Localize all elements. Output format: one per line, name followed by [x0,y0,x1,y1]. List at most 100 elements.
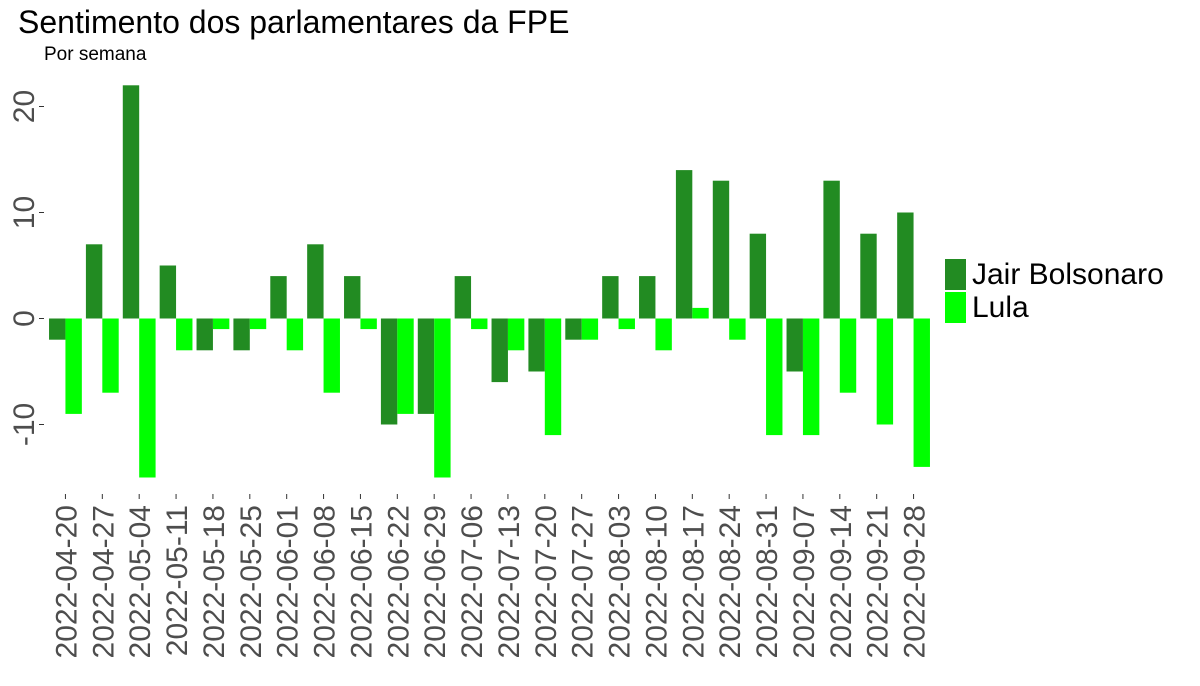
series-2 [65,307,930,478]
bar [270,276,287,319]
legend-item-series-1: Jair Bolsonaro [945,258,1164,291]
x-tick-label: 2022-08-31 [751,505,784,658]
x-tick-18: 2022-08-24 [714,494,747,658]
y-tick-label: 10 [8,196,41,229]
bar [729,318,746,340]
x-axis: 2022-04-20 2022-04-27 2022-05-04 2022-05-11… [50,494,932,658]
bar [897,212,914,319]
y-tick-label: -10 [8,403,41,446]
x-tick-4: 2022-05-18 [198,494,231,658]
bar [344,276,361,319]
x-tick-label: 2022-05-04 [124,505,157,658]
bar [675,170,693,319]
x-tick-label: 2022-06-22 [382,505,415,658]
x-tick-1: 2022-04-27 [87,494,120,658]
bar [639,276,656,319]
bar [471,318,488,330]
bar [434,318,451,478]
bar [655,318,672,351]
x-tick-label: 2022-06-01 [272,505,305,658]
x-tick-label: 2022-07-20 [530,505,563,658]
x-tick-14: 2022-07-27 [567,494,600,658]
bar [692,307,709,319]
x-tick-15: 2022-08-03 [604,494,637,658]
legend-label-series-1: Jair Bolsonaro [972,257,1164,291]
x-tick-10: 2022-06-29 [419,494,452,658]
x-tick-label: 2022-08-03 [604,505,637,658]
y-axis: -10 0 10 20 [8,90,44,446]
y-tick-3: 20 [8,90,44,123]
y-tick-1: 0 [8,310,44,327]
bars [49,85,930,478]
x-tick-7: 2022-06-08 [309,494,342,658]
x-tick-23: 2022-09-28 [899,494,932,658]
x-tick-20: 2022-09-07 [788,494,821,658]
legend-item-series-2: Lula [945,291,1164,324]
bar [176,318,193,351]
x-tick-6: 2022-06-01 [272,494,305,658]
bar [581,318,599,340]
x-tick-label: 2022-06-29 [419,505,452,658]
bar [507,318,525,351]
bar [249,318,267,330]
x-tick-9: 2022-06-22 [382,494,415,658]
x-tick-label: 2022-09-07 [788,505,821,658]
bar [491,318,508,383]
x-tick-5: 2022-05-25 [235,494,268,658]
bar [122,85,140,319]
bar [65,318,82,414]
x-tick-label: 2022-04-27 [87,505,120,658]
legend: Jair Bolsonaro Lula [945,258,1164,324]
x-tick-label: 2022-08-17 [677,505,710,658]
x-tick-19: 2022-08-31 [751,494,784,658]
x-tick-21: 2022-09-14 [825,494,858,658]
bar [196,318,213,351]
x-tick-22: 2022-09-21 [862,494,895,658]
legend-swatch-series-2 [945,292,966,323]
bar [307,244,324,319]
bar [618,318,635,330]
x-tick-label: 2022-05-11 [161,505,194,656]
bar [565,318,582,340]
legend-label-series-2: Lula [972,290,1029,324]
x-tick-8: 2022-06-15 [345,494,378,658]
bar [823,180,840,319]
bar [913,318,930,467]
x-tick-12: 2022-07-13 [493,494,526,658]
series-1 [49,85,914,425]
x-tick-label: 2022-09-14 [825,505,858,658]
x-tick-label: 2022-07-06 [456,505,489,658]
bar [528,318,545,372]
bar [544,318,562,436]
bar [49,318,66,340]
chart-subtitle: Por semana [44,44,147,65]
bar [139,318,156,478]
bar [602,276,619,319]
bar [360,318,377,330]
x-tick-label: 2022-08-10 [640,505,673,658]
x-tick-3: 2022-05-11 [161,494,194,656]
bar [380,318,398,425]
x-tick-17: 2022-08-17 [677,494,710,658]
bar [876,318,894,425]
bar [417,318,435,414]
bar [454,276,472,319]
bar [712,180,730,319]
bar [860,233,877,319]
bar [397,318,414,414]
x-tick-label: 2022-09-21 [862,505,895,658]
x-tick-11: 2022-07-06 [456,494,489,658]
bar [323,318,340,393]
x-tick-16: 2022-08-10 [640,494,673,658]
x-tick-0: 2022-04-20 [50,494,83,658]
x-tick-label: 2022-06-08 [309,505,342,658]
x-tick-13: 2022-07-20 [530,494,563,658]
bar [766,318,783,436]
bar [802,318,820,436]
bar [159,265,177,319]
x-tick-label: 2022-07-27 [567,505,600,658]
y-tick-label: 20 [8,90,41,123]
bar [786,318,803,372]
x-tick-2: 2022-05-04 [124,494,157,658]
